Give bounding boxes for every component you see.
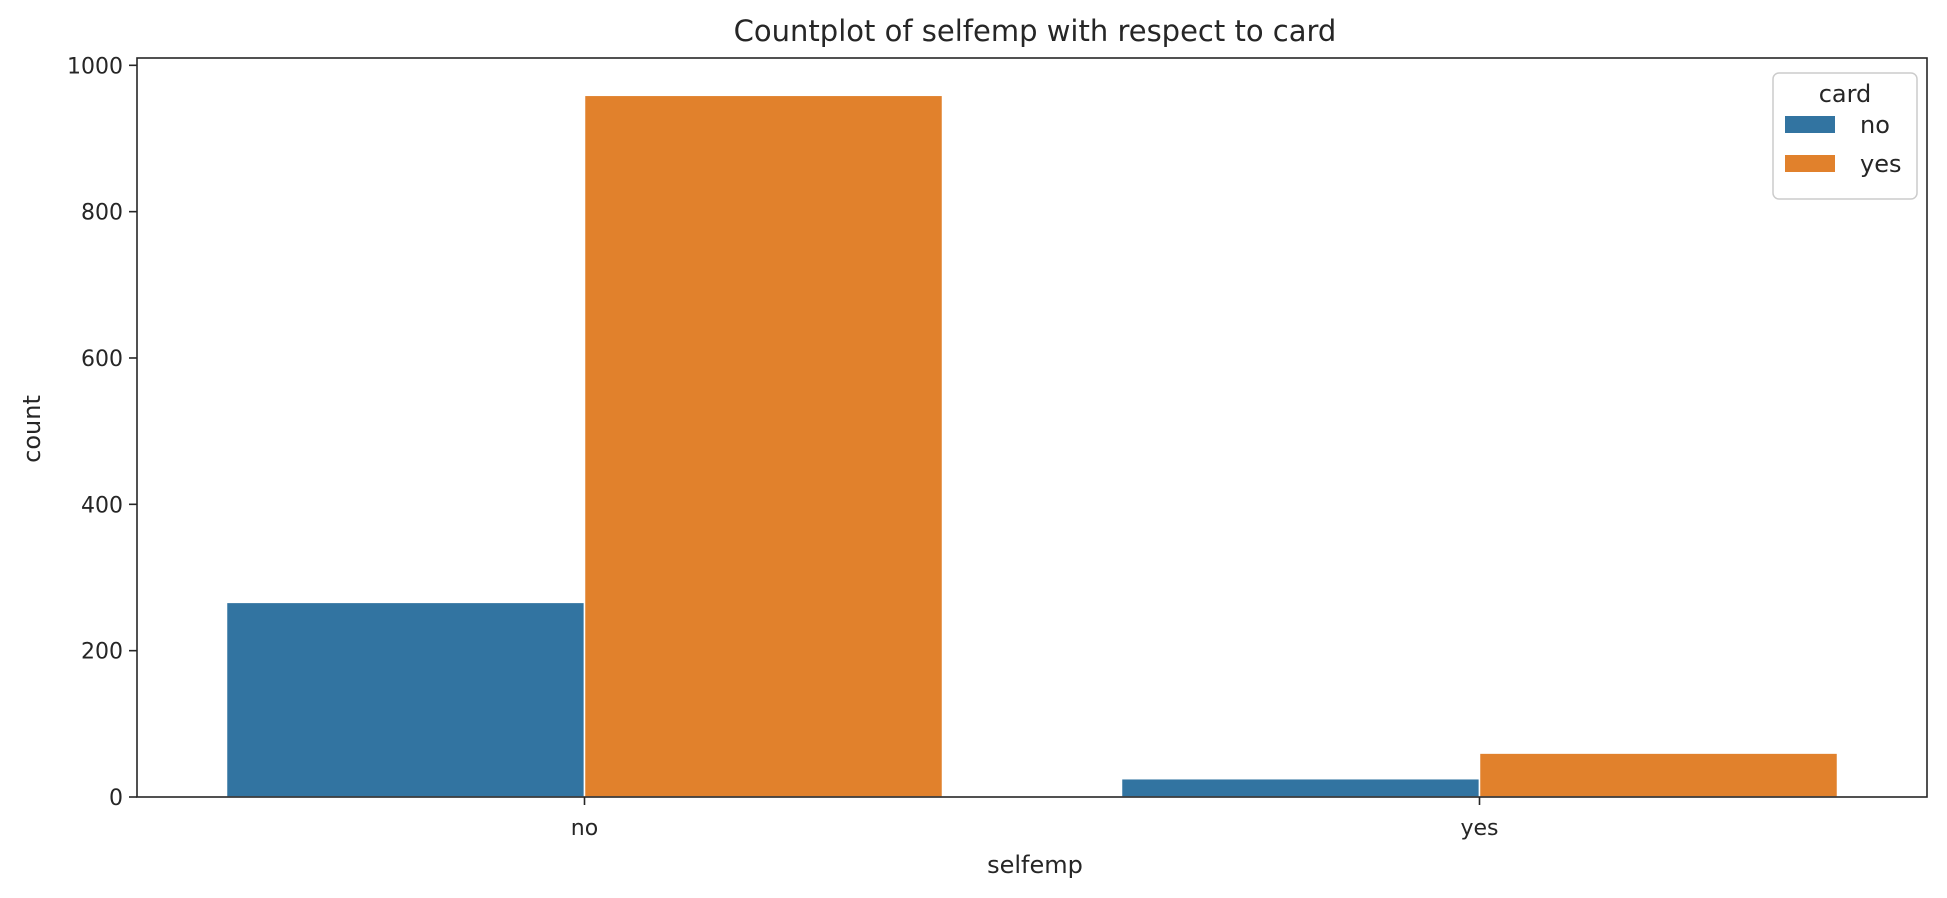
bar-yes-no (583, 94, 944, 798)
y-tick-label: 800 (81, 201, 123, 226)
bar-yes-yes (1478, 752, 1839, 798)
legend: card no yes (1772, 72, 1918, 200)
x-axis: no yes (571, 797, 1499, 841)
x-axis-label: selfemp (987, 851, 1083, 879)
y-tick-label: 400 (81, 493, 123, 518)
y-tick-label: 600 (81, 347, 123, 372)
plot-area (225, 94, 1839, 798)
y-axis: 0 200 400 600 800 1000 (67, 54, 137, 811)
chart-title: Countplot of selfemp with respect to car… (734, 14, 1337, 48)
y-tick-label: 1000 (67, 54, 123, 79)
legend-swatch-no (1785, 116, 1835, 133)
bar-no-no (225, 601, 586, 798)
legend-title: card (1819, 80, 1872, 108)
y-tick-label: 0 (109, 786, 123, 811)
y-axis-label: count (18, 395, 46, 463)
legend-label-yes: yes (1860, 150, 1901, 178)
x-tick-label: yes (1460, 816, 1498, 841)
x-tick-label: no (571, 816, 598, 841)
y-tick-label: 200 (81, 640, 123, 665)
plot-frame (136, 57, 1928, 798)
legend-label-no: no (1860, 111, 1890, 139)
legend-swatch-yes (1785, 155, 1835, 172)
bar-no-yes (1120, 777, 1481, 798)
